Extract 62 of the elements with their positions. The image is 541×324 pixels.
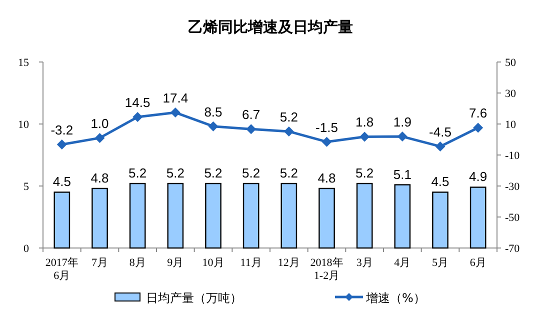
data-label: 8.5: [204, 104, 222, 120]
data-label: 5.2: [242, 166, 260, 181]
data-label: 5.1: [393, 166, 412, 182]
point: [132, 112, 143, 122]
point: [246, 124, 256, 134]
data-label: 5.2: [166, 166, 184, 181]
chart-title: 乙烯同比增速及日均产量: [188, 18, 353, 36]
data-label: 14.5: [124, 95, 150, 110]
data-label: 4.5: [431, 174, 450, 190]
x-tick-label: 11月: [240, 257, 262, 269]
data-label: 5.2: [204, 166, 222, 181]
y-tick-label: 5: [24, 181, 30, 193]
y-tick-label: 0: [24, 243, 30, 255]
y2-tick-label: -30: [505, 181, 520, 193]
legend-label: 增速（%）: [365, 291, 426, 305]
point: [94, 132, 105, 143]
y2-tick-label: 50: [505, 57, 516, 69]
data-label: 17.4: [162, 90, 188, 106]
data-label: 4.5: [52, 174, 71, 190]
data-label: 7.6: [469, 106, 488, 121]
x-tick-label: 9月: [167, 257, 184, 269]
y2-tick-label: 10: [505, 119, 516, 131]
y-tick-label: 15: [18, 57, 30, 69]
point: [322, 136, 332, 147]
data-label: -4.5: [429, 124, 452, 140]
y-tick-label: 10: [18, 119, 30, 131]
data-label: 5.2: [356, 166, 374, 181]
y2-tick-label: -70: [505, 243, 520, 255]
data-label: -3.2: [50, 122, 74, 138]
point: [473, 122, 484, 133]
data-label: 6.7: [242, 107, 260, 122]
x-tick-label: 2017年 6月: [45, 257, 78, 282]
data-label: 1.0: [90, 116, 109, 131]
x-tick-label: 4月: [394, 257, 411, 269]
data-label: 4.8: [318, 170, 336, 186]
data-label: -1.5: [316, 120, 338, 135]
data-label: 5.2: [128, 166, 147, 181]
data-label: 1.8: [356, 114, 374, 130]
point: [360, 132, 370, 142]
x-tick-label: 10月: [202, 257, 224, 269]
point: [170, 108, 180, 118]
x-tick-label: 12月: [278, 257, 300, 269]
data-label: 5.2: [280, 109, 298, 124]
data-label: 4.9: [469, 169, 488, 184]
data-label: 5.2: [280, 166, 298, 181]
x-tick-label: 5月: [432, 257, 448, 269]
x-tick-label: 2018年 1-2月: [310, 257, 344, 282]
y2-tick-label: 30: [505, 88, 516, 100]
point: [284, 126, 294, 136]
point: [208, 121, 218, 132]
x-tick-label: 6月: [470, 257, 486, 269]
x-tick-label: 7月: [92, 257, 108, 269]
point: [56, 139, 67, 150]
data-label: 1.9: [393, 114, 412, 130]
legend-label: 日均产量（万吨）: [146, 291, 242, 305]
point: [397, 132, 408, 142]
x-tick-label: 3月: [356, 257, 373, 269]
y2-tick-label: -10: [505, 150, 520, 162]
y2-tick-label: -50: [505, 212, 520, 224]
data-label: 4.8: [90, 170, 109, 186]
point: [435, 141, 446, 152]
x-tick-label: 8月: [129, 257, 146, 269]
